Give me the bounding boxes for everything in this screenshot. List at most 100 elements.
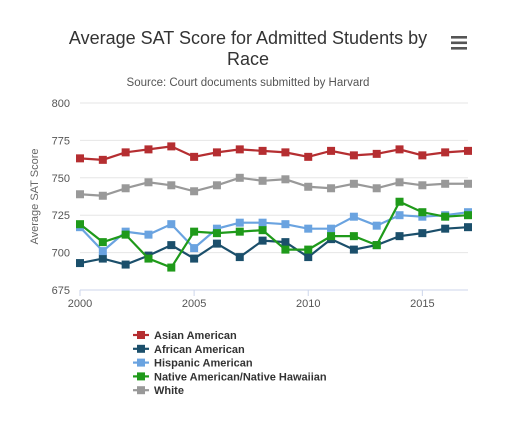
data-point [395,145,404,154]
data-point [395,197,404,206]
legend-label: Asian American [154,330,237,342]
data-point [418,151,427,160]
data-point [98,238,107,247]
data-point [395,211,404,220]
legend-label: White [154,385,184,397]
data-point [258,176,267,185]
chart-title-line-1: Average SAT Score for Admitted Students … [69,28,427,48]
data-point [212,229,221,238]
data-point [281,175,290,184]
data-point [304,253,313,262]
legend-item-hispanic-american[interactable]: Hispanic American [133,358,253,370]
data-point [441,212,450,221]
axes: 675 700 725 750 775 800 2000 2005 2010 2015 [52,98,468,310]
legend-marker [137,358,145,367]
legend-item-asian-american[interactable]: Asian American [133,330,237,342]
series-line [79,145,469,161]
data-point [395,178,404,187]
data-point [372,149,381,158]
hamburger-menu-icon[interactable] [447,33,471,53]
data-point [144,178,153,187]
data-point [327,146,336,155]
data-point [418,229,427,238]
legend-marker [137,386,145,395]
data-point [235,145,244,154]
data-point [190,187,199,196]
data-point [190,244,199,253]
data-point [167,220,176,229]
legend-label: Hispanic American [154,358,253,370]
legend-item-native-american-native-hawaiian[interactable]: Native American/Native Hawaiian [133,371,327,383]
y-tick-label: 750 [52,173,70,185]
data-point [349,232,358,241]
data-point [258,218,267,227]
data-point [281,220,290,229]
data-point [76,259,84,268]
data-point [76,220,84,229]
data-point [258,226,267,235]
data-point [349,151,358,160]
data-point [76,154,84,163]
grid [80,102,468,291]
y-tick-label: 700 [52,248,70,260]
y-axis-label: Average SAT Score [29,149,41,245]
data-point [235,227,244,236]
data-point [258,236,267,245]
data-point [98,254,107,263]
data-point [395,232,404,241]
legend: Asian American African American Hispanic A… [133,330,327,397]
data-point [441,148,450,157]
data-point [304,182,313,191]
legend-marker [137,344,145,353]
data-point [167,142,176,151]
data-point [464,146,472,155]
data-point [121,260,130,269]
data-point [327,184,336,193]
y-tick-label: 775 [52,135,70,147]
data-point [349,245,358,254]
data-point [418,208,427,217]
data-point [441,224,450,233]
data-point [464,179,472,188]
data-point [441,179,450,188]
data-point [212,181,221,190]
x-tick-label: 2010 [296,298,320,310]
data-point [304,224,313,233]
data-point [212,239,221,248]
data-point [190,254,199,263]
data-point [235,173,244,182]
legend-label: Native American/Native Hawaiian [154,371,327,383]
data-point [98,191,107,200]
legend-item-african-american[interactable]: African American [133,344,245,356]
x-tick-label: 2005 [182,298,206,310]
legend-marker [137,372,145,381]
data-point [121,148,130,157]
data-point [349,212,358,221]
data-point [372,241,381,250]
data-point [235,218,244,227]
y-tick-label: 800 [52,98,70,110]
data-point [190,227,199,236]
x-tick-label: 2015 [410,298,434,310]
series-line [79,211,469,253]
legend-label: African American [154,344,245,356]
chart-subtitle: Source: Court documents submitted by Har… [127,77,370,89]
data-point [464,223,472,232]
data-point [464,211,472,220]
data-point [327,224,336,233]
x-tick-label: 2000 [68,298,92,310]
series-asian-american [76,142,472,164]
data-point [98,155,107,164]
data-point [418,181,427,190]
data-point [167,263,176,272]
data-point [167,241,176,250]
data-point [304,245,313,254]
legend-item-white[interactable]: White [133,385,184,397]
data-point [281,238,290,247]
data-point [372,221,381,230]
y-tick-label: 725 [52,210,70,222]
data-point [121,230,130,239]
data-point [212,224,221,233]
series-native-american-native-hawaiian [76,197,472,272]
